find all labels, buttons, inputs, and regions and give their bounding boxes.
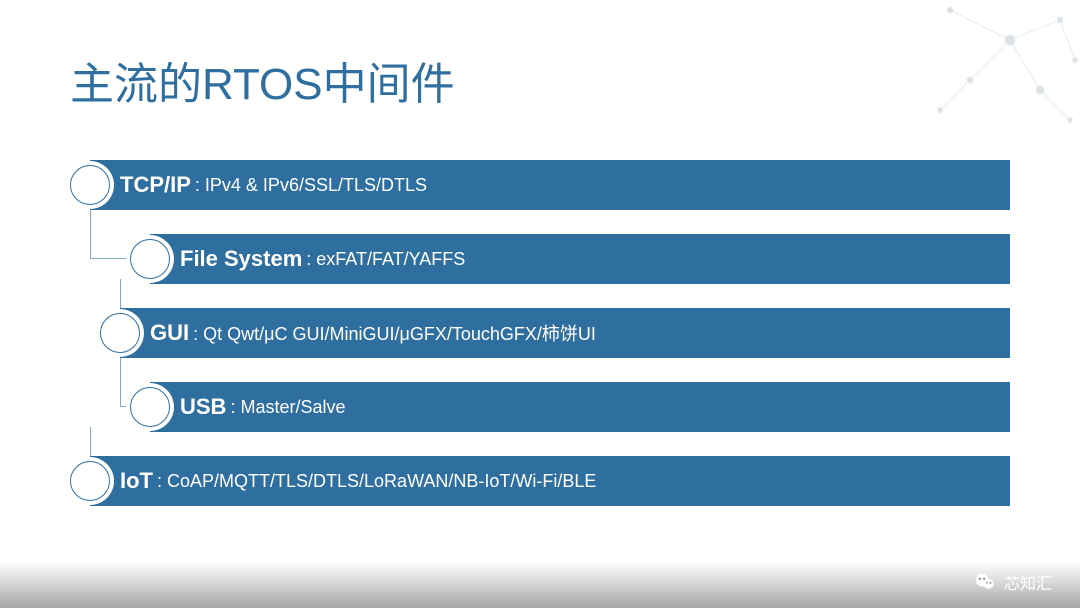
middleware-bar: TCP/IP: IPv4 & IPv6/SSL/TLS/DTLS [90, 160, 1010, 210]
wechat-icon [974, 571, 996, 593]
slide: 主流的RTOS中间件 TCP/IP: IPv4 & IPv6/SSL/TLS/D… [0, 0, 1080, 608]
bullet-circle [130, 239, 170, 279]
middleware-label: GUI [150, 320, 189, 346]
middleware-label: IoT [120, 468, 153, 494]
corner-network-decoration [920, 0, 1080, 140]
footer-gradient [0, 562, 1080, 608]
middleware-label: TCP/IP [120, 172, 191, 198]
middleware-row: TCP/IP: IPv4 & IPv6/SSL/TLS/DTLS [70, 160, 1010, 210]
middleware-detail: : Qt Qwt/μC GUI/MiniGUI/μGFX/TouchGFX/柿饼… [193, 320, 596, 346]
middleware-label: USB [180, 394, 226, 420]
footer: 芯知汇 [974, 570, 1052, 594]
middleware-detail: : Master/Salve [230, 397, 345, 418]
middleware-detail: : IPv4 & IPv6/SSL/TLS/DTLS [195, 175, 427, 196]
bullet-circle [100, 313, 140, 353]
middleware-label: File System [180, 246, 302, 272]
middleware-row: File System: exFAT/FAT/YAFFS [70, 234, 1010, 284]
bullet-circle [70, 461, 110, 501]
slide-title: 主流的RTOS中间件 [70, 48, 455, 112]
middleware-bar: IoT: CoAP/MQTT/TLS/DTLS/LoRaWAN/NB-IoT/W… [90, 456, 1010, 506]
footer-text: 芯知汇 [1004, 570, 1052, 594]
bullet-circle [130, 387, 170, 427]
middleware-bar: File System: exFAT/FAT/YAFFS [150, 234, 1010, 284]
middleware-bar: USB: Master/Salve [150, 382, 1010, 432]
bullet-circle [70, 165, 110, 205]
middleware-row: IoT: CoAP/MQTT/TLS/DTLS/LoRaWAN/NB-IoT/W… [70, 456, 1010, 506]
middleware-detail: : exFAT/FAT/YAFFS [306, 249, 465, 270]
middleware-bar: GUI: Qt Qwt/μC GUI/MiniGUI/μGFX/TouchGFX… [120, 308, 1010, 358]
middleware-row: USB: Master/Salve [70, 382, 1010, 432]
middleware-detail: : CoAP/MQTT/TLS/DTLS/LoRaWAN/NB-IoT/Wi-F… [157, 471, 596, 492]
middleware-row: GUI: Qt Qwt/μC GUI/MiniGUI/μGFX/TouchGFX… [70, 308, 1010, 358]
middleware-list: TCP/IP: IPv4 & IPv6/SSL/TLS/DTLS File Sys… [70, 160, 1010, 530]
